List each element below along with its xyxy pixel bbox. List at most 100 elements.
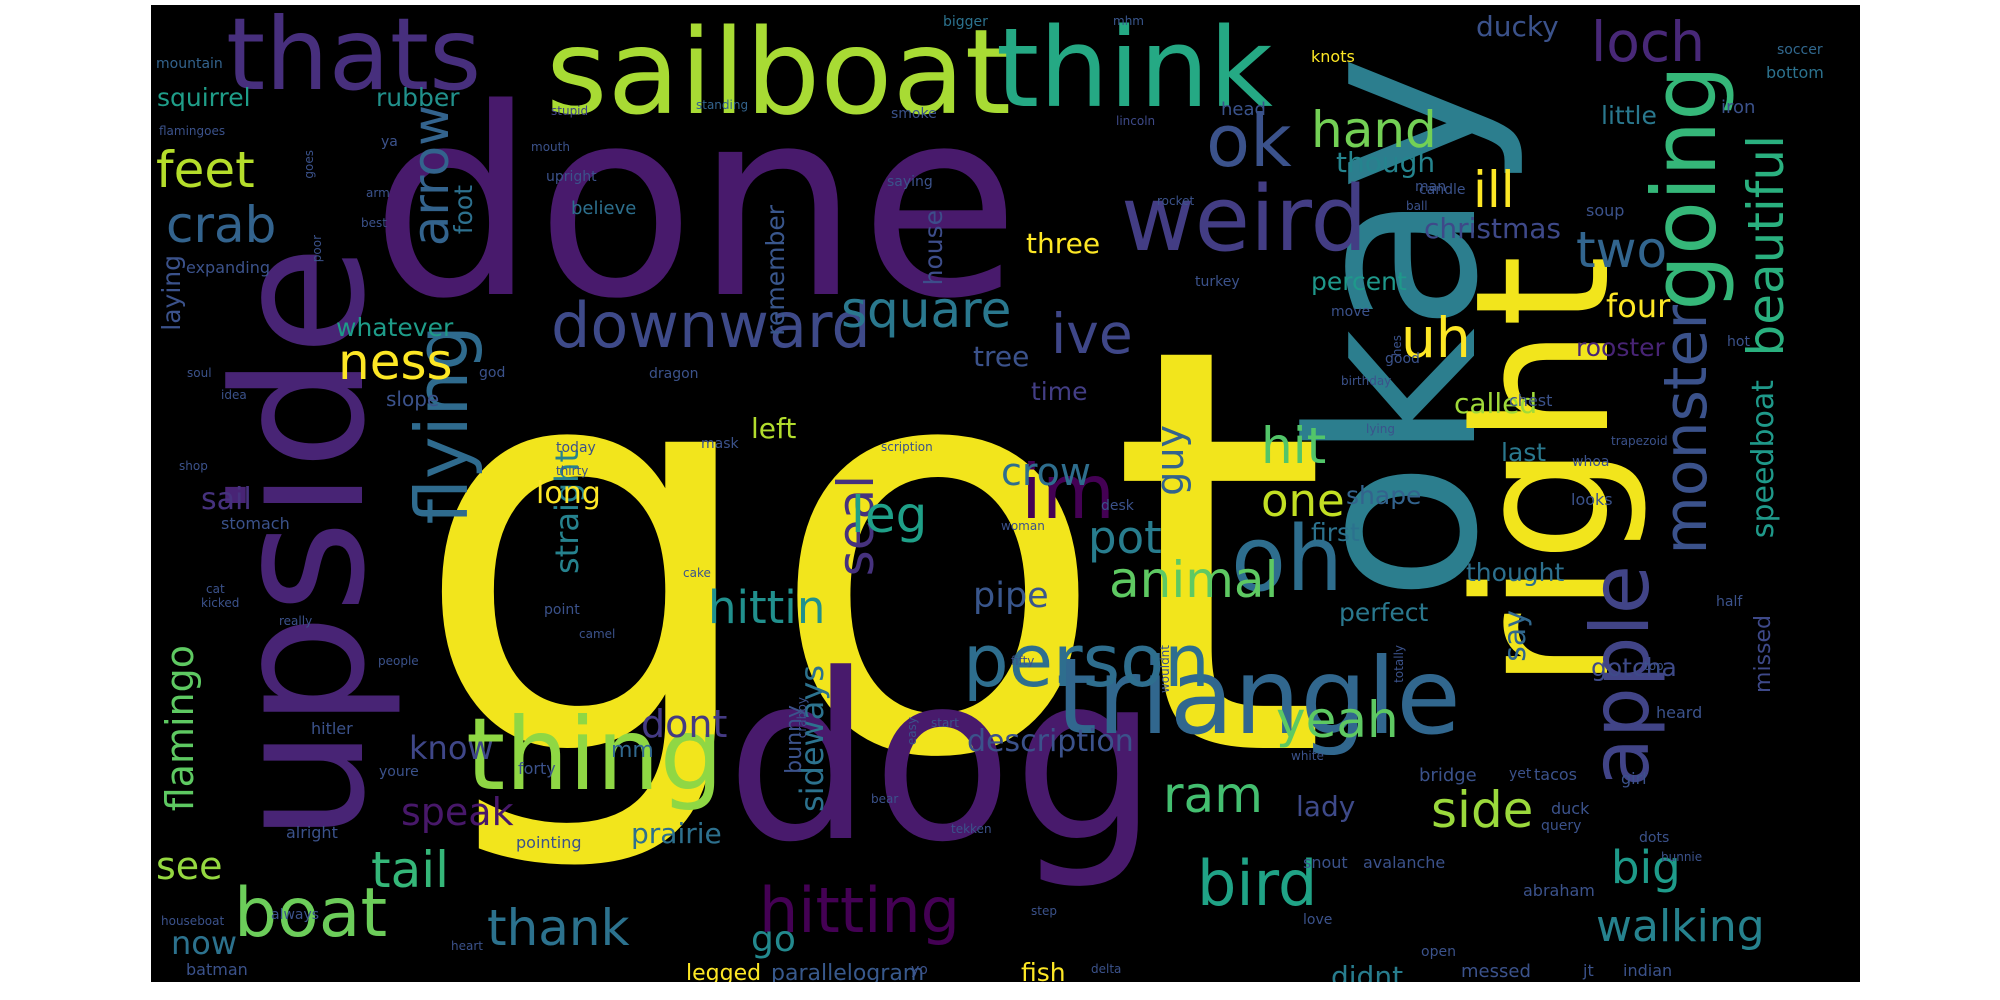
word-loch: loch <box>1591 10 1706 74</box>
word-goes: goes <box>302 150 316 179</box>
word-turkey: turkey <box>1195 274 1240 290</box>
word-person: person <box>963 619 1210 703</box>
word-oh: oh <box>1231 507 1344 612</box>
word-upright: upright <box>546 169 597 185</box>
word-yeah: yeah <box>1276 691 1399 749</box>
word-house: house <box>919 210 948 286</box>
word-speedboat: speedboat <box>1746 380 1781 539</box>
word-good: good <box>1385 351 1420 367</box>
word-thank: thank <box>487 899 630 957</box>
word-foot: foot <box>449 185 478 235</box>
word-easy: easy <box>905 717 919 746</box>
word-fifty: fifty <box>1011 654 1035 668</box>
word-pointing: pointing <box>516 833 582 852</box>
word-start: start <box>931 716 959 730</box>
word-ya: ya <box>381 134 398 150</box>
word-love: love <box>1303 912 1333 928</box>
word-downward: downward <box>551 289 871 362</box>
word-expanding: expanding <box>186 258 271 277</box>
word-triangle: triangle <box>1056 636 1461 758</box>
word-bottom: bottom <box>1766 63 1824 82</box>
word-step: step <box>1031 904 1057 918</box>
word-see: see <box>156 844 223 888</box>
word-shop: shop <box>179 459 208 473</box>
word-lying: lying <box>1366 422 1395 436</box>
word-tail: tail <box>371 841 450 899</box>
word-duck: duck <box>1551 799 1590 818</box>
word-ive: ive <box>1051 302 1133 366</box>
word-stupid: stupid <box>551 104 589 118</box>
word-ram: ram <box>1163 766 1263 824</box>
word-lincoln: lincoln <box>1116 114 1156 128</box>
word-snout: snout <box>1303 853 1348 872</box>
word-move: move <box>1331 304 1371 320</box>
word-ball: ball <box>1406 199 1428 213</box>
word-shape: shape <box>1346 481 1422 510</box>
word-tacos: tacos <box>1534 765 1577 784</box>
word-heard: heard <box>1656 703 1703 722</box>
word-legged: legged <box>686 961 762 983</box>
word-yet: yet <box>1509 766 1532 782</box>
word-flamingoes: flamingoes <box>159 124 226 138</box>
word-description: description <box>967 724 1134 759</box>
word-mask: mask <box>701 436 739 452</box>
word-lady: lady <box>1296 790 1356 823</box>
word-whoa: whoa <box>1572 454 1610 470</box>
word-remember: remember <box>761 205 790 336</box>
word-girl: girl <box>1621 769 1647 788</box>
word-top: top <box>1644 659 1664 673</box>
word-poor: poor <box>310 235 324 263</box>
word-god: god <box>479 365 506 381</box>
word-open: open <box>1421 944 1456 960</box>
word-alright: alright <box>286 823 338 842</box>
word-rooster: rooster <box>1576 333 1665 362</box>
word-messed: messed <box>1461 961 1531 982</box>
word-thing: thing <box>466 696 724 813</box>
word-missed: missed <box>1751 615 1776 693</box>
word-delta: delta <box>1091 962 1122 976</box>
word-mhm: mhm <box>1113 14 1144 28</box>
word-left: left <box>751 412 797 445</box>
word-man: man <box>1415 179 1447 195</box>
word-done: done <box>371 54 1020 356</box>
word-walking: walking <box>1596 901 1765 952</box>
word-cake: cake <box>683 566 711 580</box>
word-thought: thought <box>1466 558 1565 587</box>
word-last: last <box>1501 438 1547 467</box>
word-query: query <box>1541 818 1582 834</box>
word-christmas: christmas <box>1424 212 1562 245</box>
word-heart: heart <box>451 939 483 953</box>
word-sailboat: sailboat <box>546 5 1012 141</box>
word-batman: batman <box>186 960 248 979</box>
word-cat: cat <box>206 582 225 596</box>
word-crow: crow <box>1001 450 1092 494</box>
word-camel: camel <box>579 627 616 641</box>
word-tree: tree <box>973 340 1030 373</box>
word-candle: candle <box>1419 182 1466 198</box>
word-stomach: stomach <box>221 514 290 533</box>
word-houseboat: houseboat <box>161 914 225 928</box>
word-indian: indian <box>1623 961 1673 980</box>
word-got: got <box>411 229 1329 881</box>
word-pot: pot <box>1088 511 1162 564</box>
word-square: square <box>841 281 1012 339</box>
word-best: best <box>361 216 387 230</box>
word-point: point <box>544 602 580 618</box>
word-three: three <box>1026 227 1101 260</box>
word-birthday: birthday <box>1341 374 1392 388</box>
word-bird: bird <box>1197 847 1318 920</box>
word-prairie: prairie <box>631 817 722 850</box>
word-knots: knots <box>1311 47 1355 66</box>
word-believe: believe <box>571 198 637 219</box>
word-think: think <box>996 5 1273 132</box>
word-youre: youre <box>379 764 419 780</box>
word-two: two <box>1576 221 1668 279</box>
word-thats: thats <box>226 5 482 113</box>
word-four: four <box>1606 287 1671 325</box>
word-tekken: tekken <box>951 822 992 836</box>
word-iron: iron <box>1721 97 1756 118</box>
word-crabby: crabby <box>795 697 809 739</box>
word-hit: hit <box>1261 417 1327 475</box>
word-dots: dots <box>1639 830 1670 846</box>
word-gotcha: gotcha <box>1591 653 1677 682</box>
